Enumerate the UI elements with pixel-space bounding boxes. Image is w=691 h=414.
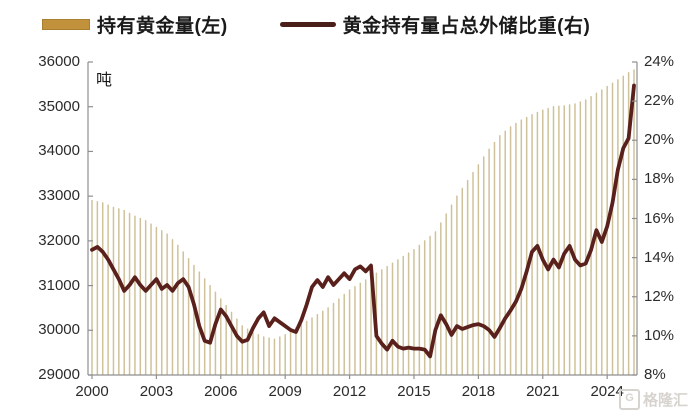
y-axis-label-left: 29000 — [38, 366, 80, 383]
y-axis-label-right: 12% — [644, 287, 675, 305]
watermark-text: 格隆汇 — [642, 392, 688, 409]
y-axis-label-left: 33000 — [38, 187, 80, 205]
bar-series-swatch-icon — [42, 19, 90, 30]
y-axis-label-right: 18% — [644, 170, 675, 188]
x-axis-label: 2012 — [332, 383, 367, 400]
x-axis-label: 2021 — [526, 383, 560, 400]
line-series-swatch-icon — [279, 22, 336, 27]
watermark-logo-icon: G — [618, 389, 640, 410]
y-axis-label-left: 32000 — [38, 231, 80, 249]
y-axis-label-right: 24% — [644, 53, 675, 70]
y-axis-label-left: 34000 — [38, 142, 80, 160]
x-axis-label: 2003 — [139, 383, 174, 400]
y-axis-label-right: 10% — [644, 326, 675, 344]
y-axis-label-left: 35000 — [38, 97, 80, 115]
x-axis-label: 2009 — [268, 383, 302, 400]
y-axis-label-left: 30000 — [38, 321, 80, 339]
x-axis-label: 2006 — [204, 383, 238, 400]
legend-item-gold-holdings: 持有黄金量(左) — [42, 11, 228, 38]
legend-label-gold-holdings: 持有黄金量(左) — [97, 16, 228, 37]
legend-label-gold-share: 黄金持有量占总外储比重(右) — [342, 16, 591, 37]
legend-item-gold-share: 黄金持有量占总外储比重(右) — [279, 11, 591, 38]
watermark: G 格隆汇 — [618, 389, 688, 410]
y-axis-label-right: 16% — [644, 209, 675, 227]
x-axis-label: 2024 — [590, 383, 624, 400]
left-axis-unit: 吨 — [96, 72, 113, 89]
y-axis-label-left: 36000 — [38, 53, 80, 70]
ratio-line — [90, 83, 636, 359]
x-axis-label: 2018 — [461, 383, 496, 400]
y-axis-label-right: 14% — [644, 248, 675, 266]
x-axis-label: 2015 — [397, 383, 431, 400]
legend: 持有黄金量(左) 黄金持有量占总外储比重(右) — [42, 11, 590, 38]
y-axis-label-right: 20% — [644, 131, 675, 149]
x-axis-label: 2000 — [75, 383, 109, 400]
y-axis-label-right: 8% — [644, 366, 666, 383]
y-axis-label-left: 31000 — [38, 276, 80, 294]
y-axis-label-right: 22% — [644, 92, 675, 110]
